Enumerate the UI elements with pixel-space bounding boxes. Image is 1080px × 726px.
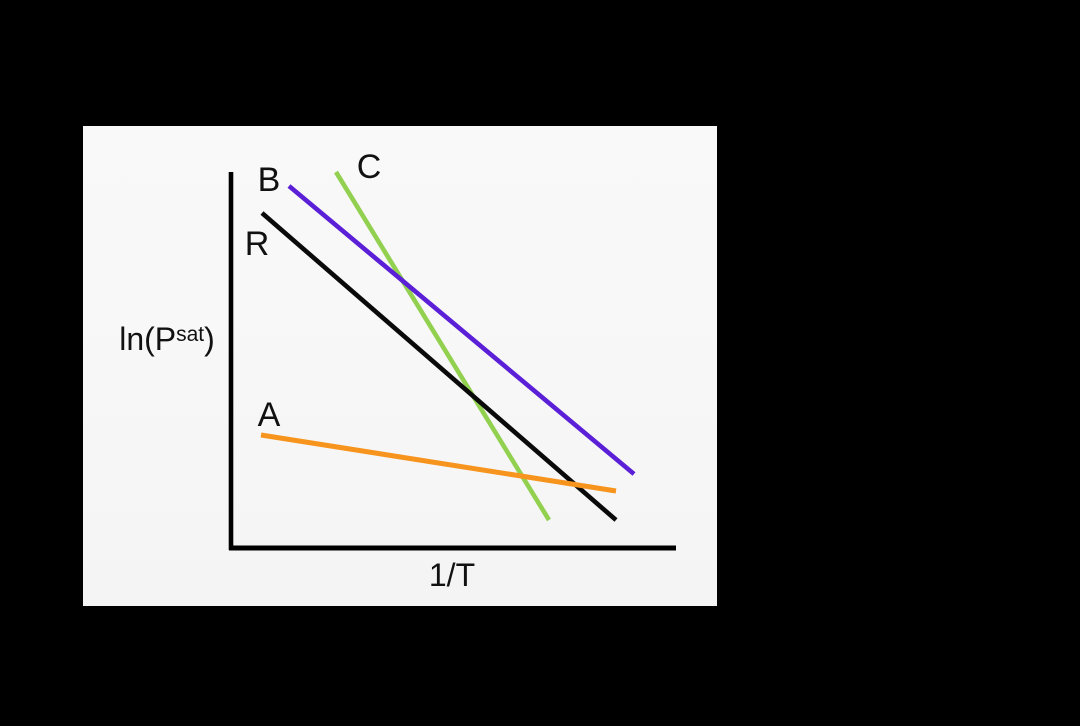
y-axis-label-superscript: sat	[176, 323, 205, 346]
plot-panel	[83, 126, 717, 606]
y-axis-label: ln(Psat)	[119, 323, 215, 355]
series-label-B: B	[257, 161, 281, 199]
y-axis-label-prefix: ln(P	[119, 321, 177, 357]
series-label-R: R	[244, 225, 270, 263]
x-axis-label: 1/T	[428, 557, 476, 593]
y-axis-label-suffix: )	[204, 321, 215, 357]
series-label-C: C	[356, 148, 382, 186]
series-label-A: A	[257, 396, 281, 434]
